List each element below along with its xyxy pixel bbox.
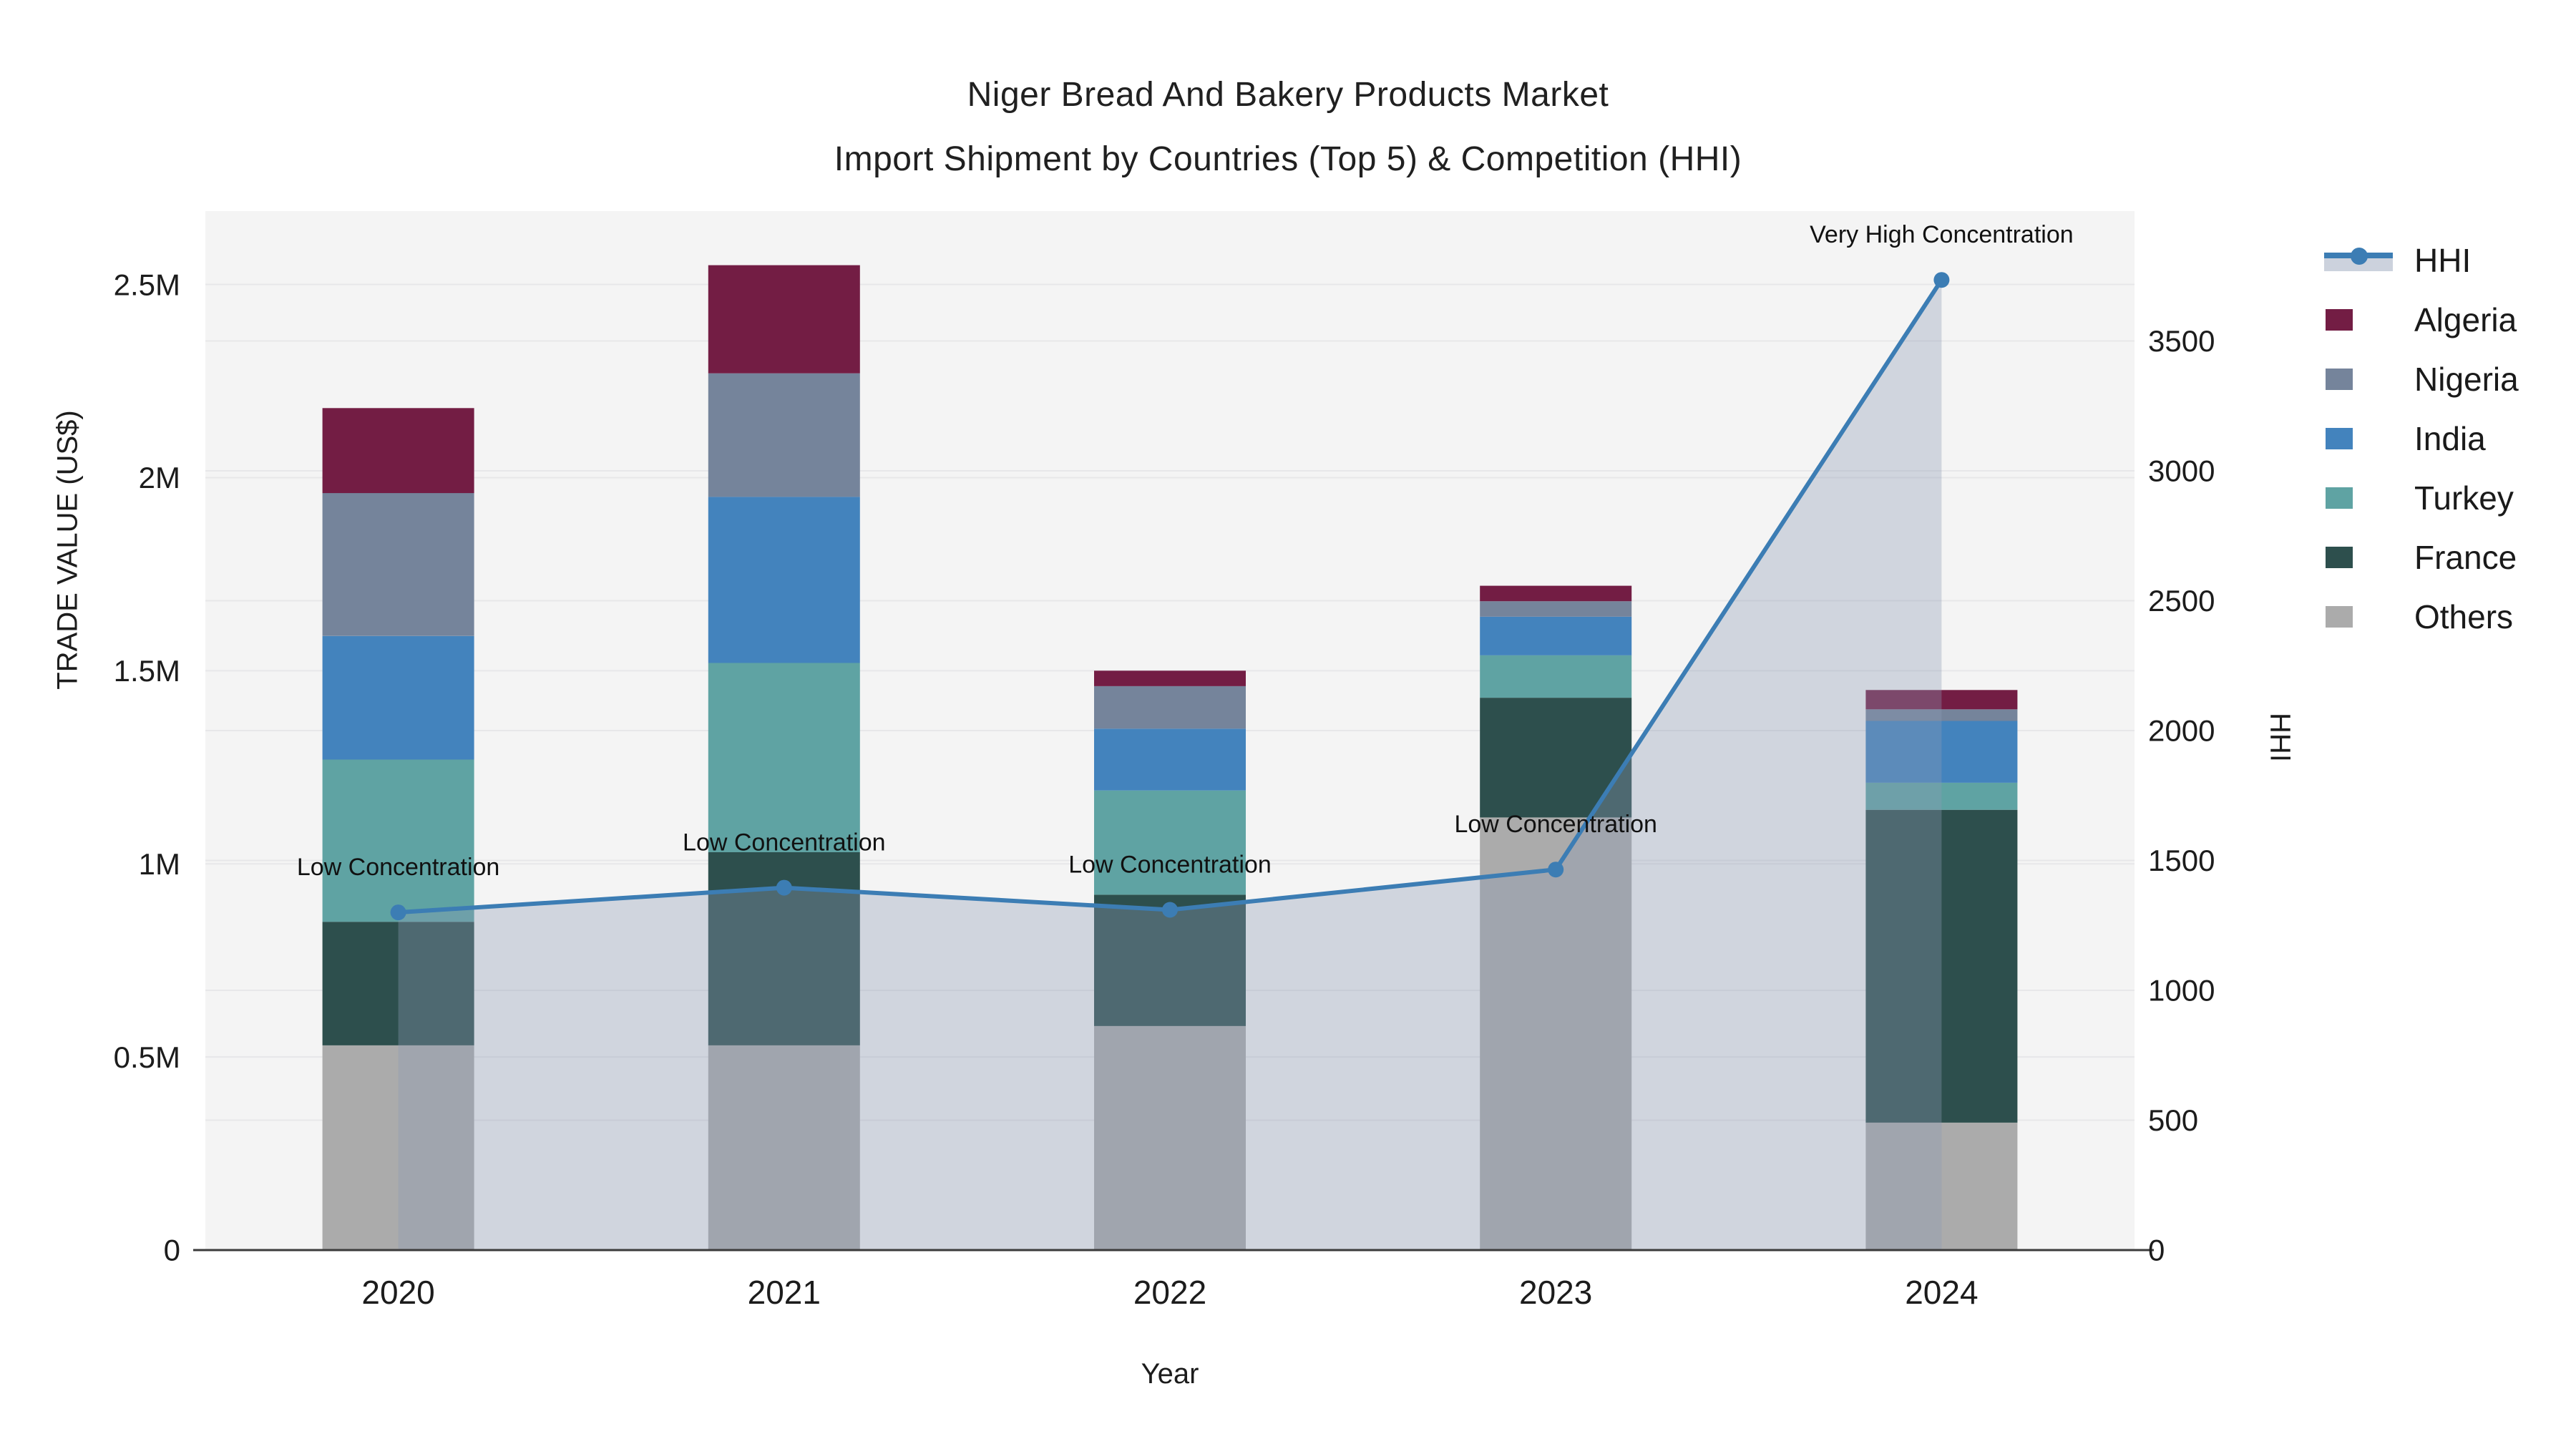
hhi-area-fill (398, 280, 1942, 1251)
x-tick-2022: 2022 (1133, 1274, 1206, 1311)
hhi-marker-2024[interactable] (1933, 272, 1950, 288)
y-left-tick-0.5M: 0.5M (114, 1040, 180, 1074)
bar-segment-algeria-2024[interactable] (1865, 690, 2018, 710)
legend: HHI Algeria Nigeria India Turkey France Others (2324, 230, 2519, 646)
bar-segment-france-2020[interactable] (322, 922, 474, 1045)
bar-segment-nigeria-2023[interactable] (1480, 601, 1632, 617)
legend-label-france: France (2414, 538, 2517, 576)
x-tick-2020: 2020 (361, 1274, 434, 1311)
legend-swatch-algeria (2324, 308, 2404, 331)
x-tick-2023: 2023 (1519, 1274, 1592, 1311)
bar-segment-others-2024[interactable] (1865, 1122, 2018, 1250)
x-tick-2024: 2024 (1905, 1274, 1978, 1311)
chart-title-line2: Import Shipment by Countries (Top 5) & C… (834, 140, 1742, 178)
legend-label-others: Others (2414, 597, 2514, 635)
bar-segment-india-2022[interactable] (1094, 728, 1246, 791)
hhi-marker-2021[interactable] (776, 879, 792, 896)
legend-item-france[interactable]: France (2324, 527, 2519, 587)
y-right-tick-2500: 2500 (2148, 584, 2215, 618)
legend-swatch-france (2324, 546, 2404, 568)
bar-segment-turkey-2022[interactable] (1094, 790, 1246, 895)
hhi-marker-2022[interactable] (1162, 902, 1178, 918)
y-right-tick-1500: 1500 (2148, 844, 2215, 877)
hhi-marker-2020[interactable] (390, 904, 406, 921)
y-left-tick-0: 0 (164, 1234, 180, 1267)
bar-segment-india-2020[interactable] (322, 635, 474, 760)
bar-segment-turkey-2023[interactable] (1480, 655, 1632, 698)
bar-segment-nigeria-2022[interactable] (1094, 686, 1246, 729)
annotation-2020: Low Concentration (297, 854, 500, 881)
x-tick-2021: 2021 (748, 1274, 821, 1311)
legend-swatch-india (2324, 427, 2404, 449)
bar-segment-nigeria-2020[interactable] (322, 493, 474, 636)
bar-segment-india-2024[interactable] (1865, 721, 2018, 783)
y-axis-title-right: HHI (2264, 713, 2296, 762)
bar-segment-others-2021[interactable] (708, 1045, 860, 1250)
y-right-tick-3500: 3500 (2148, 324, 2215, 358)
bar-segment-france-2024[interactable] (1865, 809, 2018, 1123)
legend-item-turkey[interactable]: Turkey (2324, 468, 2519, 527)
y-right-tick-500: 500 (2148, 1103, 2198, 1137)
annotation-2022: Low Concentration (1068, 852, 1272, 879)
bar-segment-india-2021[interactable] (708, 497, 860, 663)
bar-segment-algeria-2022[interactable] (1094, 670, 1246, 686)
y-right-tick-1000: 1000 (2148, 974, 2215, 1008)
bar-segment-turkey-2020[interactable] (322, 759, 474, 922)
legend-item-others[interactable]: Others (2324, 587, 2519, 646)
chart-title: Niger Bread And Bakery Products Market I… (0, 63, 2576, 192)
annotation-2024: Very High Concentration (1810, 221, 2074, 248)
legend-swatch-nigeria (2324, 368, 2404, 390)
legend-label-india: India (2414, 419, 2486, 457)
bar-segment-algeria-2021[interactable] (708, 265, 860, 374)
bar-segment-others-2020[interactable] (322, 1045, 474, 1250)
bar-segment-turkey-2024[interactable] (1865, 782, 2018, 810)
bar-segment-nigeria-2024[interactable] (1865, 709, 2018, 721)
annotation-2023: Low Concentration (1454, 811, 1657, 838)
x-axis-title: Year (1141, 1358, 1199, 1390)
y-right-tick-3000: 3000 (2148, 454, 2215, 488)
bar-segment-algeria-2023[interactable] (1480, 585, 1632, 602)
legend-item-india[interactable]: India (2324, 409, 2519, 468)
bar-segment-others-2022[interactable] (1094, 1025, 1246, 1250)
legend-item-nigeria[interactable]: Nigeria (2324, 349, 2519, 409)
legend-swatch-others (2324, 605, 2404, 628)
legend-label-nigeria: Nigeria (2414, 360, 2519, 398)
hhi-line-sample-icon (2324, 247, 2404, 271)
legend-label-algeria: Algeria (2414, 301, 2517, 338)
bar-segment-france-2023[interactable] (1480, 698, 1632, 818)
y-right-tick-0: 0 (2148, 1234, 2165, 1267)
y-left-tick-1.5M: 1.5M (114, 654, 180, 688)
y-right-tick-2000: 2000 (2148, 714, 2215, 748)
legend-item-hhi[interactable]: HHI (2324, 230, 2519, 290)
bar-segment-algeria-2020[interactable] (322, 408, 474, 494)
y-left-tick-1M: 1M (139, 847, 180, 881)
legend-swatch-turkey (2324, 487, 2404, 509)
hhi-marker-2023[interactable] (1548, 862, 1564, 878)
annotation-2021: Low Concentration (683, 829, 886, 857)
bar-segment-nigeria-2021[interactable] (708, 373, 860, 497)
chart-title-line1: Niger Bread And Bakery Products Market (967, 76, 1609, 114)
bar-segment-turkey-2021[interactable] (708, 663, 860, 853)
bar-segment-india-2023[interactable] (1480, 616, 1632, 655)
y-axis-title-left: TRADE VALUE (US$) (52, 410, 84, 690)
y-left-tick-2M: 2M (139, 461, 180, 494)
legend-label-turkey: Turkey (2414, 479, 2514, 517)
legend-label-hhi: HHI (2414, 241, 2472, 279)
bar-segment-others-2023[interactable] (1480, 817, 1632, 1250)
y-left-tick-2.5M: 2.5M (114, 268, 180, 301)
legend-item-algeria[interactable]: Algeria (2324, 290, 2519, 349)
